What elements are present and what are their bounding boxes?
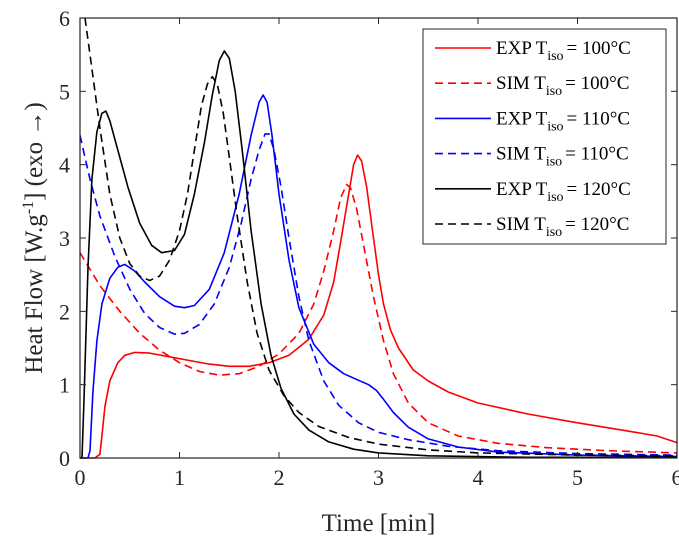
x-tick-label: 0 [75, 465, 86, 490]
legend: EXP Tiso = 100°C SIM Tiso = 100°C EXP Tiso = … [422, 28, 667, 245]
series-line-6 [84, 17, 678, 457]
legend-label-4: SIM Tiso = 110°C [496, 144, 629, 170]
legend-label-5: EXP Tiso = 120°C [496, 179, 631, 205]
legend-box [422, 28, 667, 245]
y-tick-label: 4 [59, 153, 70, 178]
x-tick-label: 5 [572, 465, 583, 490]
y-tick-label: 5 [59, 79, 70, 104]
series-layer [79, 17, 678, 459]
y-axis-title-main: Heat Flow [W.g [21, 214, 48, 374]
ticks-layer: 0 1 2 3 4 5 6 0 1 2 3 4 5 6 [59, 6, 679, 490]
series-line-5 [80, 50, 677, 459]
series-line-1 [80, 154, 678, 459]
legend-label-1: EXP Tiso = 100°C [496, 38, 631, 64]
y-axis-title-tail: ] (exo →) [21, 102, 48, 201]
y-axis-title-sup: -1 [20, 201, 37, 214]
y-tick-label: 2 [59, 299, 70, 324]
series-line-2 [79, 183, 678, 454]
x-axis-title: Time [min] [322, 510, 436, 537]
legend-label-2: SIM Tiso = 100°C [496, 73, 629, 99]
y-tick-label: 1 [59, 373, 70, 398]
y-tick-label: 3 [59, 226, 70, 251]
y-tick-label: 6 [59, 6, 70, 31]
y-axis-title: Heat Flow [W.g-1] (exo →) [20, 102, 48, 373]
y-tick-label: 0 [59, 446, 70, 471]
x-tick-label: 4 [473, 465, 484, 490]
x-tick-label: 2 [274, 465, 285, 490]
series-line-4 [79, 133, 678, 456]
x-tick-label: 3 [373, 465, 384, 490]
x-tick-label: 6 [672, 465, 679, 490]
x-tick-label: 1 [174, 465, 185, 490]
legend-label-6: SIM Tiso = 120°C [496, 214, 629, 240]
series-line-3 [80, 94, 678, 459]
legend-label-3: EXP Tiso = 110°C [496, 108, 630, 134]
